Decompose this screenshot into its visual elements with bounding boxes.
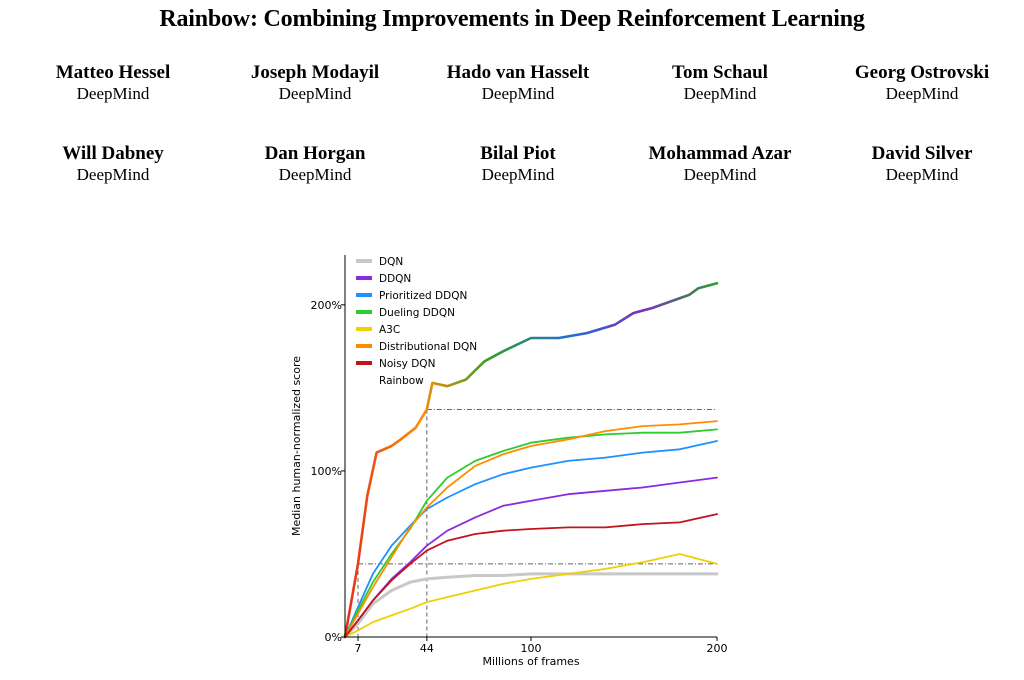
author-list: Matteo Hessel DeepMind Joseph Modayil De… bbox=[0, 62, 1024, 192]
y-tick-label: 200% bbox=[311, 299, 342, 312]
author-affiliation: DeepMind bbox=[76, 84, 150, 103]
author-name: Mohammad Azar bbox=[648, 143, 792, 164]
author-name: Matteo Hessel bbox=[55, 62, 171, 83]
author-name: David Silver bbox=[871, 143, 973, 164]
author-block: Joseph Modayil DeepMind bbox=[215, 62, 415, 104]
legend-label: A3C bbox=[379, 324, 400, 336]
author-affiliation: DeepMind bbox=[683, 165, 757, 184]
legend-label: DDQN bbox=[379, 273, 411, 285]
legend-label: Rainbow bbox=[379, 375, 424, 387]
author-name: Hado van Hasselt bbox=[446, 62, 590, 83]
y-tick-label: 100% bbox=[311, 465, 342, 478]
author-affiliation: DeepMind bbox=[885, 165, 959, 184]
author-affiliation: DeepMind bbox=[481, 84, 555, 103]
author-name: Tom Schaul bbox=[672, 62, 768, 83]
author-affiliation: DeepMind bbox=[278, 84, 352, 103]
y-tick-label: 0% bbox=[325, 631, 342, 644]
author-block: David Silver DeepMind bbox=[822, 143, 1022, 185]
series-line-prioritized-ddqn bbox=[344, 440, 718, 638]
line-chart: 7 44 100 200 0% 100% 200% Millions of frames Med… bbox=[290, 255, 728, 668]
legend-label: Distributional DQN bbox=[379, 341, 477, 353]
author-name: Joseph Modayil bbox=[250, 62, 380, 83]
figure-chart: 7 44 100 200 0% 100% 200% Millions of frames Med… bbox=[280, 245, 740, 675]
author-name: Will Dabney bbox=[62, 143, 164, 164]
author-block: Hado van Hasselt DeepMind bbox=[418, 62, 618, 104]
author-name: Bilal Piot bbox=[480, 143, 556, 164]
author-block: Bilal Piot DeepMind bbox=[418, 143, 618, 185]
x-tick-label: 7 bbox=[355, 642, 362, 655]
paper-title: Rainbow: Combining Improvements in Deep … bbox=[159, 6, 865, 32]
series-line-dueling-ddqn bbox=[344, 428, 718, 638]
series-line-rainbow bbox=[343, 281, 719, 639]
author-block: Tom Schaul DeepMind bbox=[620, 62, 820, 104]
author-block: Georg Ostrovski DeepMind bbox=[822, 62, 1022, 104]
legend-label: Dueling DDQN bbox=[379, 307, 455, 319]
series-line-a3c bbox=[344, 553, 718, 638]
x-tick-label: 200 bbox=[707, 642, 728, 655]
author-affiliation: DeepMind bbox=[683, 84, 757, 103]
series-line-distributional-dqn bbox=[344, 420, 718, 638]
series-line-noisy-dqn bbox=[344, 513, 718, 638]
author-block: Matteo Hessel DeepMind bbox=[13, 62, 213, 104]
author-affiliation: DeepMind bbox=[278, 165, 352, 184]
legend-label: Prioritized DDQN bbox=[379, 290, 467, 302]
author-name: Georg Ostrovski bbox=[854, 62, 990, 83]
author-affiliation: DeepMind bbox=[76, 165, 150, 184]
author-affiliation: DeepMind bbox=[885, 84, 959, 103]
series-line-dqn bbox=[343, 572, 719, 639]
x-tick-label: 44 bbox=[420, 642, 434, 655]
author-block: Mohammad Azar DeepMind bbox=[620, 143, 820, 185]
y-axis-label: Median human-normalized score bbox=[290, 356, 303, 536]
x-axis-label: Millions of frames bbox=[482, 655, 579, 668]
author-name: Dan Horgan bbox=[264, 143, 366, 164]
author-block: Dan Horgan DeepMind bbox=[215, 143, 415, 185]
author-block: Will Dabney DeepMind bbox=[13, 143, 213, 185]
author-affiliation: DeepMind bbox=[481, 165, 555, 184]
x-tick-label: 100 bbox=[521, 642, 542, 655]
legend-label: DQN bbox=[379, 256, 403, 268]
legend-label: Noisy DQN bbox=[379, 358, 435, 370]
